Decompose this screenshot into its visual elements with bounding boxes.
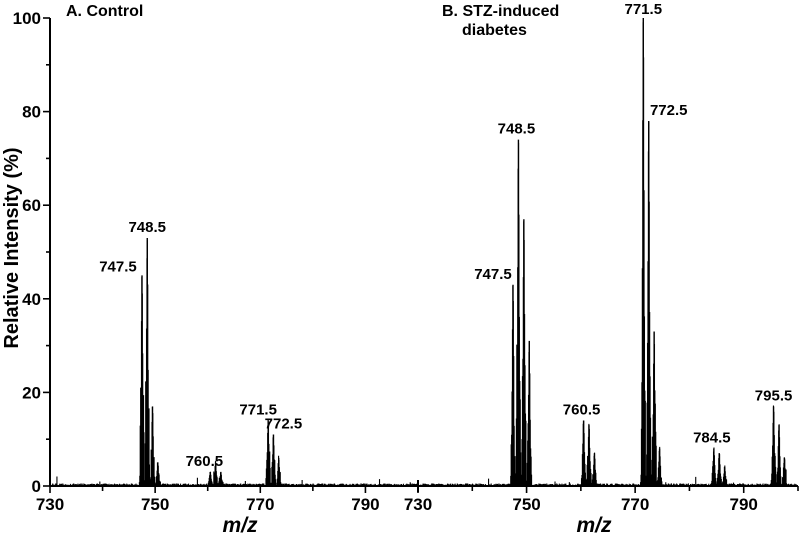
x-axis-title: m/z (576, 514, 612, 536)
y-tick-label: 80 (22, 103, 41, 122)
x-tick-label: 730 (36, 495, 64, 514)
x-tick-label: 730 (404, 495, 432, 514)
axes-0: 730 750 770 790 0 20 40 60 80 100 (13, 9, 419, 514)
peak-label-760-5: 760.5 (563, 401, 601, 418)
x-tick-label: 750 (512, 495, 540, 514)
x-tick-label: 750 (141, 495, 169, 514)
peak-label-772-5: 772.5 (650, 102, 688, 119)
peak-label-748-5: 748.5 (498, 121, 536, 138)
y-tick-label: 40 (22, 290, 41, 309)
y-axis-title: Relative Intensity (%) (1, 147, 23, 348)
panel-a-control: 730 750 770 790 0 20 40 60 80 100 m/z A. Control 747… (13, 3, 419, 536)
peak-label-772-5: 772.5 (265, 416, 303, 433)
panel-title: A. Control (66, 3, 143, 20)
y-tick-label: 20 (22, 383, 41, 402)
x-tick-label: 790 (730, 495, 758, 514)
x-tick-label: 790 (351, 495, 379, 514)
peak-label-784-5: 784.5 (693, 430, 731, 447)
spectrum-trace (418, 22, 798, 486)
x-tick-label: 770 (246, 495, 274, 514)
y-tick-label: 100 (13, 9, 41, 28)
spectrum-trace (50, 240, 418, 486)
panel-title: B. STZ-induced (442, 3, 559, 20)
peak-label-747-5: 747.5 (474, 266, 512, 283)
y-tick-label: 0 (32, 477, 41, 496)
peak-label-760-5: 760.5 (186, 453, 224, 470)
peak-label-771-5: 771.5 (239, 401, 277, 418)
peak-label-748-5: 748.5 (128, 219, 166, 236)
peak-label-747-5: 747.5 (99, 258, 137, 275)
peak-label-795-5: 795.5 (755, 387, 793, 404)
panel-title: diabetes (462, 22, 527, 39)
x-axis-title: m/z (222, 514, 258, 536)
x-tick-label: 770 (621, 495, 649, 514)
panel-b-stz-diabetes: 730 750 770 790 m/z B. STZ-induced diabetes 747… (404, 1, 799, 536)
peak-label-771-5: 771.5 (625, 1, 663, 18)
y-tick-label: 60 (22, 196, 41, 215)
